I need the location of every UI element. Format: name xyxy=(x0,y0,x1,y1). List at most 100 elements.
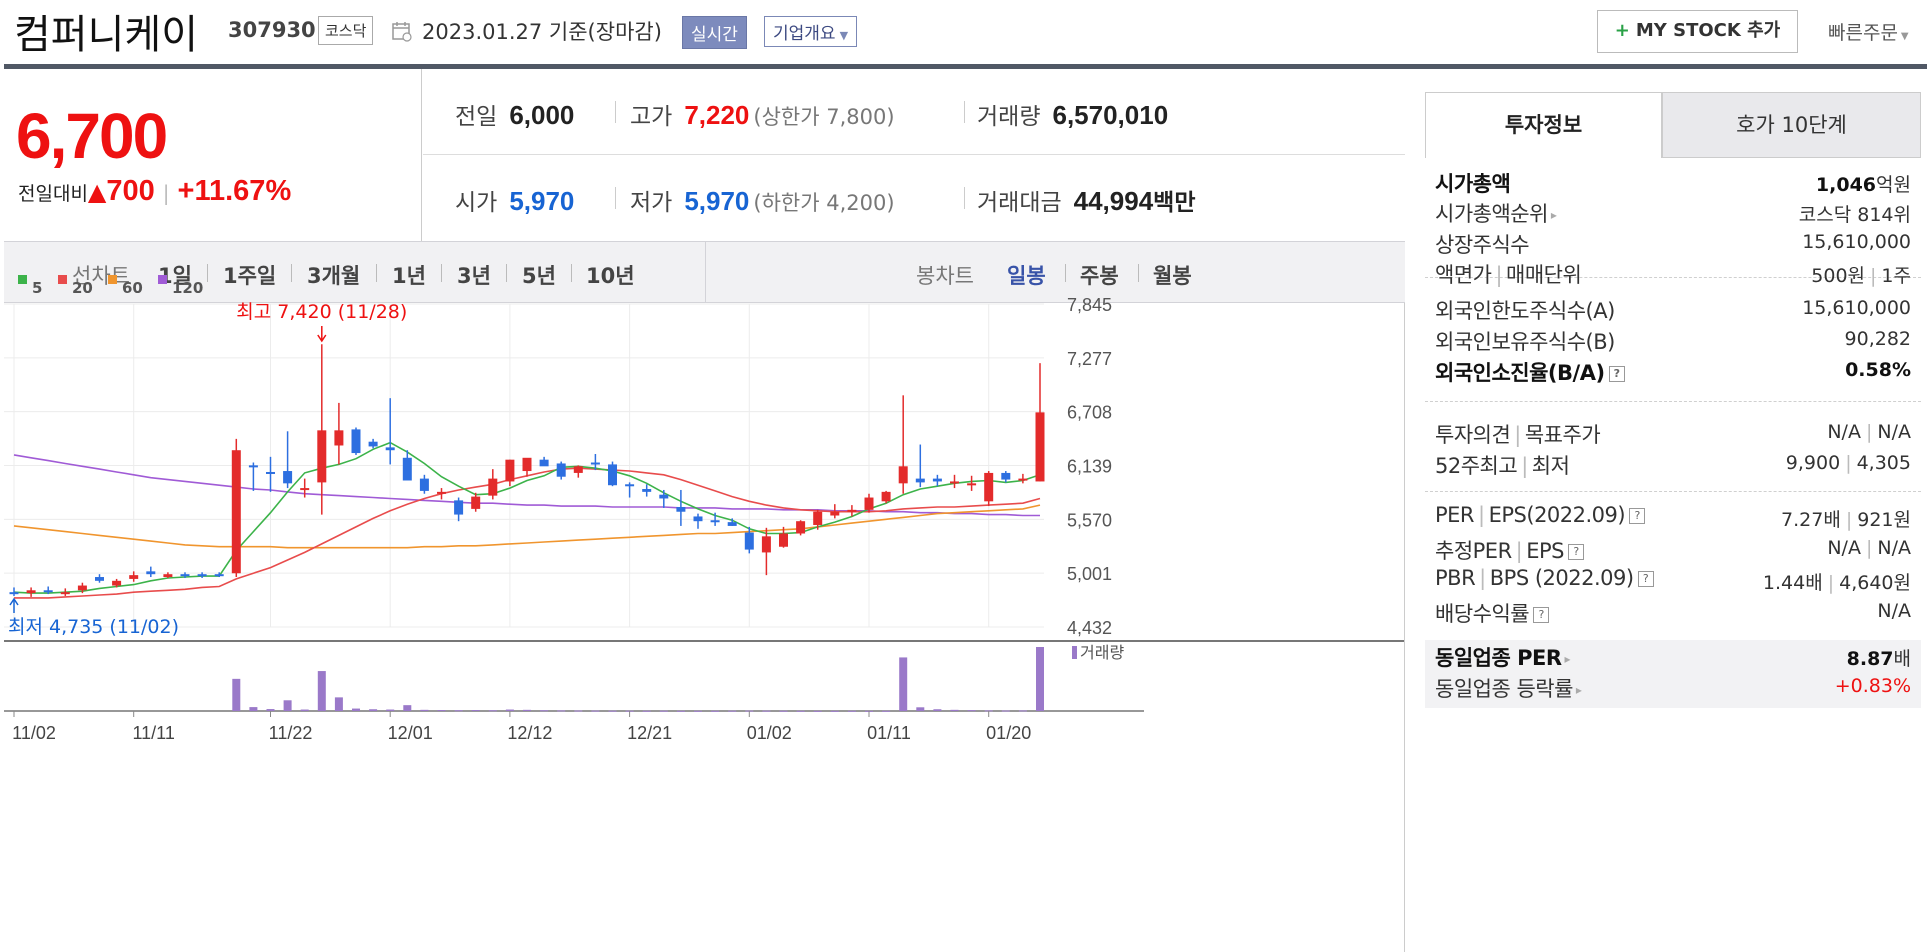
tab-weekly[interactable]: 주봉 xyxy=(1080,264,1119,288)
trade-amount: 거래대금 44,994백만 xyxy=(977,183,1196,217)
candle-body xyxy=(522,457,532,472)
divider xyxy=(376,264,377,282)
trade-unit-text: 매매단위 xyxy=(1506,263,1582,287)
realtime-button[interactable]: 실시간 xyxy=(682,16,747,49)
change-amount: 700 xyxy=(106,175,155,207)
y-tick-label: 7,277 xyxy=(1067,349,1112,369)
tab-1y[interactable]: 1년 xyxy=(392,264,426,288)
volume-bar xyxy=(847,710,856,712)
candle-body xyxy=(625,484,635,487)
tab-3y[interactable]: 3년 xyxy=(457,264,491,288)
industry-rate-label[interactable]: 동일업종 등락률 ▸ xyxy=(1435,673,1582,703)
x-tick-label: 01/02 xyxy=(747,723,792,743)
quick-order-label: 빠른주문 xyxy=(1828,22,1898,44)
est-per-number: N/A xyxy=(1827,537,1861,559)
quick-order-menu[interactable]: 빠른주문 ▼ xyxy=(1828,18,1909,45)
pbr-text: PBR xyxy=(1435,566,1476,590)
market-cap-value: 1,046억원 xyxy=(1816,170,1911,197)
volume: 거래량 6,570,010 xyxy=(977,97,1168,131)
industry-rate-row[interactable]: 동일업종 등락률 ▸ +0.83% xyxy=(1435,673,1911,703)
tab-10y[interactable]: 10년 xyxy=(586,264,635,288)
tab-daily[interactable]: 일봉 xyxy=(1007,264,1046,288)
volume-legend-swatch xyxy=(1072,646,1077,659)
candle-body xyxy=(659,494,669,499)
industry-per-row[interactable]: 동일업종 PER ▸ 8.87배 xyxy=(1435,642,1911,672)
candle-body xyxy=(9,592,19,595)
help-icon[interactable]: ? xyxy=(1629,508,1646,524)
divider: | xyxy=(1521,454,1528,478)
market-cap-number: 1,046 xyxy=(1815,174,1877,196)
lower-limit: (하한가 4,200) xyxy=(753,191,895,215)
industry-per-label[interactable]: 동일업종 PER ▸ xyxy=(1435,642,1570,672)
help-icon[interactable]: ? xyxy=(1608,366,1625,382)
eps-number: 921원 xyxy=(1857,509,1911,531)
divider xyxy=(615,101,616,123)
price-change-row: 전일대비▲700 | +11.67% xyxy=(18,175,291,208)
industry-rate-number: +0.83% xyxy=(1834,675,1911,697)
candle-body xyxy=(368,441,378,447)
help-icon[interactable]: ? xyxy=(1568,544,1585,560)
chart-legend: 5 20 60 120 xyxy=(18,275,203,297)
divider xyxy=(1065,264,1066,282)
x-tick-label: 12/01 xyxy=(388,723,433,743)
market-badge: 코스닥 xyxy=(318,16,374,45)
foreign-hold-value: 90,282 xyxy=(1844,328,1911,350)
per-label: PER | EPS(2022.09)? xyxy=(1435,503,1646,527)
legend-swatch xyxy=(18,275,27,284)
candle-body xyxy=(984,472,994,502)
tab-monthly[interactable]: 월봉 xyxy=(1153,264,1192,288)
high-arrow-head xyxy=(317,334,327,343)
x-axis-labels: 11/02 11/11 11/22 12/01 12/12 12/21 01/02 01/11… xyxy=(12,711,1031,743)
help-icon[interactable]: ? xyxy=(1533,607,1550,623)
prev-close-label: 전일 xyxy=(455,104,498,130)
price-chart[interactable]: 5 20 60 120 7,845 7,277 6,708 6,139 5,570 5,001 4… xyxy=(4,275,1405,952)
divider: | xyxy=(1865,537,1873,559)
candle-body xyxy=(505,459,515,482)
volume-bars xyxy=(232,646,1077,712)
company-code: 307930 xyxy=(228,18,316,42)
volume-label: 거래량 xyxy=(977,104,1041,130)
est-per-row: 추정PER | EPS? N/A | N/A xyxy=(1435,535,1911,565)
target-number: N/A xyxy=(1877,421,1911,443)
company-overview-dropdown[interactable]: 기업개요 ▼ xyxy=(764,16,858,47)
opinion-row: 투자의견 | 목표주가 N/A | N/A xyxy=(1435,419,1911,449)
tab-order-book[interactable]: 호가 10단계 xyxy=(1662,92,1921,158)
volume-bar xyxy=(437,710,446,712)
pbr-row: PBR | BPS (2022.09)? 1.44배 | 4,640원 xyxy=(1435,566,1911,596)
day-high-label: 고가 xyxy=(630,104,673,130)
volume-bar xyxy=(882,710,891,712)
tab-3m[interactable]: 3개월 xyxy=(307,264,361,288)
divider: | xyxy=(1495,263,1503,287)
divider: | xyxy=(1870,265,1877,287)
help-icon[interactable]: ? xyxy=(1637,571,1654,587)
volume-bar xyxy=(557,710,566,712)
x-tick-label: 11/02 xyxy=(12,723,56,743)
volume-bar xyxy=(950,709,959,711)
divider xyxy=(207,264,208,282)
plus-icon: + xyxy=(1614,20,1630,41)
tab-investment-info[interactable]: 투자정보 xyxy=(1425,92,1662,158)
industry-per-text: 동일업종 PER xyxy=(1435,646,1562,670)
divider: | xyxy=(1845,509,1853,531)
add-mystock-label: MY STOCK 추가 xyxy=(1635,20,1781,41)
tab-1w[interactable]: 1주일 xyxy=(223,264,277,288)
candle-body xyxy=(676,506,686,512)
pbr-label: PBR | BPS (2022.09)? xyxy=(1435,566,1654,590)
candle-body xyxy=(1018,478,1028,481)
industry-rate-value: +0.83% xyxy=(1835,675,1911,697)
open-value: 5,970 xyxy=(509,186,575,216)
trade-unit-number: 1주 xyxy=(1881,265,1911,287)
week52-value: 9,900 | 4,305 xyxy=(1786,452,1911,474)
market-cap-rank-row[interactable]: 시가총액순위 ▸ 코스닥 814위 xyxy=(1435,198,1911,228)
stats-row: 시가 5,970 저가 5,970 (하한가 4,200) 거래대금 44,994백만 xyxy=(423,155,1405,241)
add-mystock-button[interactable]: + MY STOCK 추가 xyxy=(1597,10,1798,53)
tab-5y[interactable]: 5년 xyxy=(522,264,556,288)
par-value-row: 액면가 | 매매단위 500원 | 1주 xyxy=(1435,259,1911,289)
bps-text: BPS (2022.09) xyxy=(1489,566,1634,590)
volume-bar xyxy=(676,710,685,712)
candlestick-chart[interactable]: 5 20 60 120 7,845 7,277 6,708 6,139 5,570 5,001 4… xyxy=(4,275,1404,948)
market-cap-rank-label[interactable]: 시가총액순위 ▸ xyxy=(1435,198,1557,228)
volume-bar xyxy=(300,709,309,711)
candle-body xyxy=(437,491,446,494)
candle-body xyxy=(796,521,806,534)
